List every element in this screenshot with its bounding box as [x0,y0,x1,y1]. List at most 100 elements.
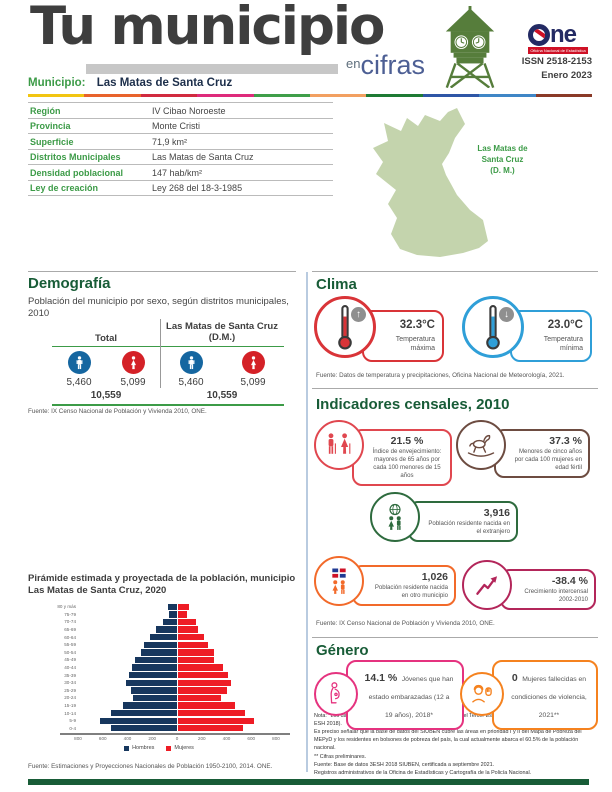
pyramid-row: 70-74 [36,618,282,626]
male-bar [123,702,177,709]
footnote-line: ** Cifras preliminares. [314,753,367,760]
section-title-clima: Clima [316,276,357,293]
age-group-label: 45-49 [64,657,76,663]
pyramid-row: 60-64 [36,633,282,641]
one-logo-ne: ne [550,21,577,48]
footnote-line: Es preciso señalar que la base de datos … [314,729,582,752]
pyramid-rows: 80 y más 75-79 70-74 65-69 60-64 55-59 50-54 45… [36,603,282,732]
temp-min-card: ↓ 23.0°C Temperatura mínima [462,296,592,363]
female-bar [177,656,215,664]
pyramid-row: 65-69 [36,626,282,634]
male-count: 5,460 [66,377,92,389]
table-row: Distritos Municipales Las Matas de Santa … [28,150,333,165]
male-bar [150,633,177,641]
teen-pregnancy-label: Jóvenes que han estado embarazadas (12 a… [368,676,454,719]
male-bar [100,717,177,724]
pyramid-row: 50-54 [36,649,282,657]
subtitle-en: en [346,56,361,71]
female-bar [177,618,196,626]
row-label: Ley de creación [30,183,99,193]
row-value: 71,9 km² [152,136,188,147]
male-bar [168,611,177,618]
municipality-info-table: Región IV Cibao Noroeste Provincia Monte C… [28,102,333,196]
age-group-label: 75-79 [64,611,76,617]
female-bar [177,633,205,641]
column-header-total: Total [95,332,117,344]
column-header-dm: Las Matas de Santa Cruz (D.M.) [166,321,278,343]
x-tick-label: 400 [222,736,231,742]
table-divider [160,319,161,389]
table-row: Ley de creación Ley 268 del 18-3-1985 [28,181,333,196]
pyramid-row: 75-79 [36,611,282,619]
violence-deaths-label: Mujeres fallecidas en condiciones de vio… [511,676,587,719]
female-icon [241,351,265,375]
male-bar [155,626,177,633]
age-group-label: 30-34 [64,680,76,686]
under-five-card: 37.3 % Menores de cinco años por cada 10… [456,420,590,478]
row-value: Ley 268 del 18-3-1985 [152,183,243,193]
title-underbar [86,64,338,74]
total-count: 10,559 [206,390,238,402]
age-group-label: 60-64 [64,634,76,640]
female-bar [177,664,224,671]
male-bar [133,694,177,702]
pyramid-row: 30-34 [36,679,282,687]
pregnant-woman-icon [314,672,358,716]
pyramid-row: 15-19 [36,702,282,710]
table-row: Densidad poblacional 147 hab/km² [28,165,333,181]
male-bar [144,641,177,648]
globe-people-icon [370,492,420,542]
pyramid-row: 5-9 [36,717,282,725]
age-group-label: 20-24 [64,695,76,701]
row-value: Monte Cristi [152,121,201,131]
temp-max-card: ↑ 32.3°C Temperatura máxima [314,296,444,363]
age-group-label: 25-29 [64,687,76,693]
issn-block: ISSN 2518-2153 Enero 2023 [522,55,592,84]
violence-deaths-value: 0 [511,672,518,684]
male-icon [67,351,91,375]
population-pyramid-chart: 80 y más 75-79 70-74 65-69 60-64 55-59 50-54 45… [36,603,290,751]
total-count: 10,559 [90,390,122,402]
footer-bar [28,779,589,785]
female-bar [177,641,208,648]
female-icon [121,351,145,375]
under-five-label: Menores de cinco años por cada 100 mujer… [514,448,582,471]
female-bar [177,611,187,618]
male-count: 5,460 [178,377,204,389]
source-demografia: Fuente: IX Censo Nacional de Población y… [28,408,207,415]
row-value: 147 hab/km² [152,167,203,178]
row-value: IV Cibao Noroeste [152,105,226,116]
issue-date: Enero 2023 [541,70,592,82]
x-tick-label: 800 [74,736,82,742]
flag-people-icon [314,556,364,606]
age-group-label: 40-44 [64,665,76,671]
female-bar [177,702,235,709]
divider [312,637,598,638]
aging-index-card: 21.5 % Índice de envejecimiento: mayores… [314,420,452,486]
x-tick-label: 800 [272,736,280,742]
female-bar [177,679,232,686]
footnote-line: Fuente: Base de datos 3ESH 2018 SIUBEN, … [314,761,495,768]
group-dm: 5,460 5,099 [160,347,284,388]
x-tick-label: 400 [123,736,132,742]
violence-deaths-card: 0 Mujeres fallecidas en condiciones de v… [460,660,598,730]
temp-max-label: Temperatura máxima [395,336,435,353]
pyramid-row: 35-39 [36,671,282,679]
age-group-label: 35-39 [64,672,76,678]
pyramid-row: 0-4 [36,725,282,733]
rocking-horse-icon [456,420,506,470]
female-bar [177,709,246,717]
male-bar [129,671,177,679]
pyramid-row: 10-14 [36,709,282,717]
x-tick-label: 200 [197,736,206,742]
age-group-label: 80 y más [57,604,76,610]
thermometer-down-icon: ↓ [462,296,524,358]
row-label: Superficie [30,136,74,147]
male-bar [168,603,177,610]
age-group-label: 10-14 [64,710,76,716]
group-total: 5,460 5,099 [52,347,160,388]
pyramid-row: 40-44 [36,664,282,672]
temp-max-value: 32.3°C [399,319,435,331]
divider [312,388,598,389]
male-bar [140,649,177,656]
